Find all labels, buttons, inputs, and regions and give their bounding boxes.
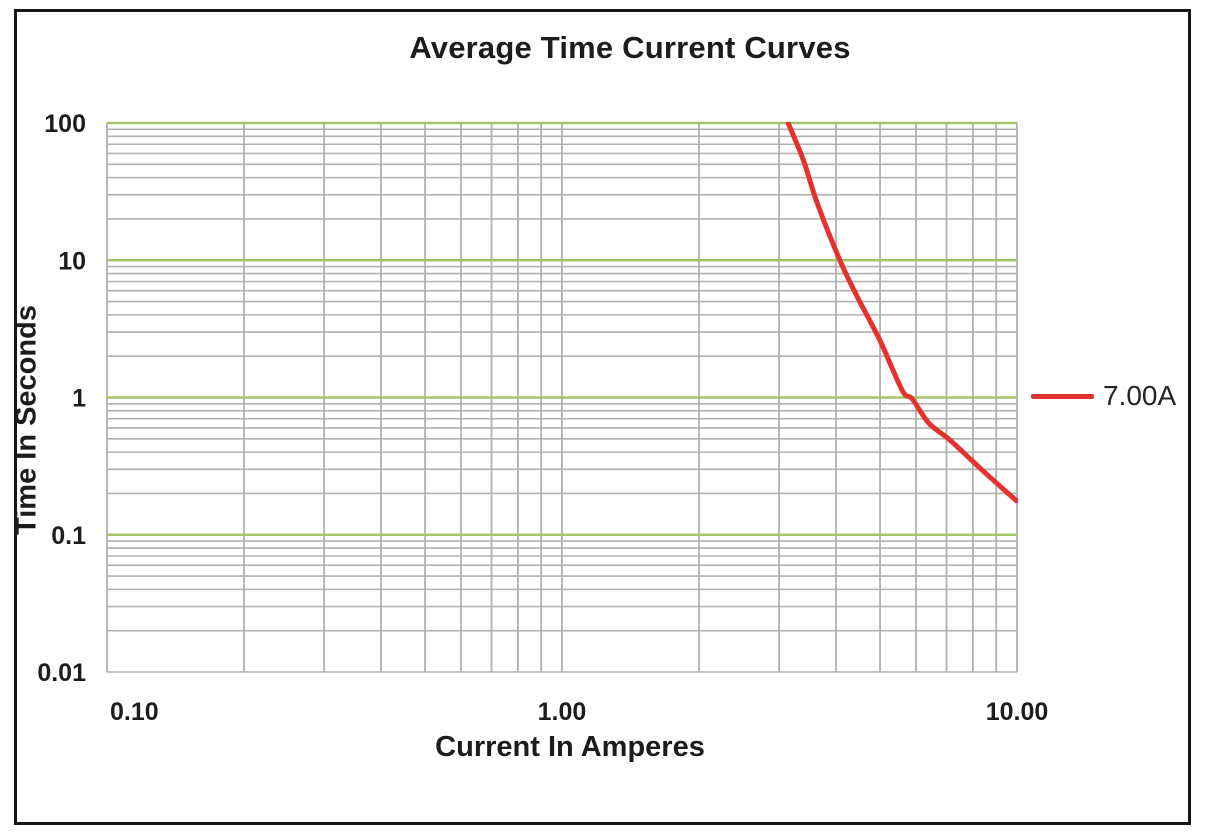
chart-frame	[14, 9, 1191, 825]
x-tick-label: 0.10	[110, 698, 159, 726]
series-curve-7.00A	[785, 122, 1018, 504]
legend: 7.00A	[1031, 379, 1176, 413]
chart-title: Average Time Current Curves	[409, 30, 851, 65]
x-axis-title: Current In Amperes	[435, 731, 705, 763]
y-tick-label: 0.01	[37, 659, 86, 687]
legend-label: 7.00A	[1103, 380, 1177, 411]
y-tick-label: 1	[72, 385, 86, 413]
y-axis-title: Time In Seconds	[10, 305, 43, 535]
y-tick-label: 0.1	[51, 522, 86, 550]
y-tick-label: 100	[44, 110, 86, 138]
y-tick-label: 10	[58, 247, 86, 275]
legend-line-icon	[1031, 393, 1094, 399]
x-tick-label: 10.00	[986, 698, 1049, 726]
x-tick-label: 1.00	[538, 698, 587, 726]
